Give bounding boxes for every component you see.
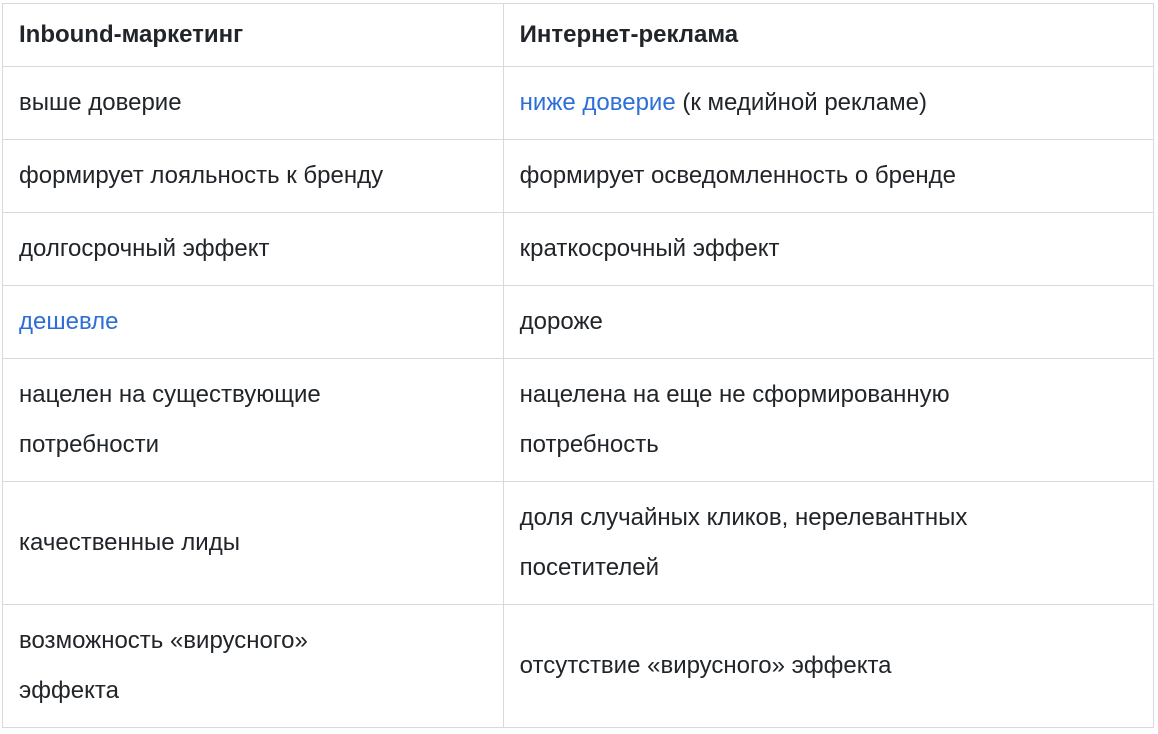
comparison-table: Inbound-маркетинг Интернет-реклама выше … xyxy=(2,3,1155,728)
table-row: качественные лиды доля случайных кликов, … xyxy=(2,481,1155,605)
table-cell: отсутствие «вирусного» эффекта xyxy=(502,604,1155,728)
cell-text: качественные лиды xyxy=(19,529,240,556)
table-cell: доля случайных кликов, нерелевантных пос… xyxy=(502,481,1155,605)
table-row: выше доверие ниже доверие (к медийной рек… xyxy=(2,66,1155,140)
cell-text: нацелена на еще не сформированную потреб… xyxy=(519,381,950,458)
table-cell: выше доверие xyxy=(2,66,504,140)
table-header-row: Inbound-маркетинг Интернет-реклама xyxy=(2,3,1155,67)
table-cell: краткосрочный эффект xyxy=(502,212,1155,286)
cell-text: краткосрочный эффект xyxy=(519,235,780,262)
column-header-inbound-marketing: Inbound-маркетинг xyxy=(2,3,504,67)
table-body: выше доверие ниже доверие (к медийной рек… xyxy=(2,66,1155,728)
cell-text: доля случайных кликов, нерелевантных пос… xyxy=(519,504,968,581)
table-cell: нацелена на еще не сформированную потреб… xyxy=(502,358,1155,482)
table-cell: дороже xyxy=(502,285,1155,359)
cell-text: нацелен на существующие потребности xyxy=(19,381,321,458)
table-row: дешевле дороже xyxy=(2,285,1155,359)
column-header-internet-advertising: Интернет-реклама xyxy=(502,3,1155,67)
cell-text: дороже xyxy=(519,308,603,335)
cell-link[interactable]: ниже доверие xyxy=(519,89,676,116)
cell-text: отсутствие «вирусного» эффекта xyxy=(519,652,892,679)
table-cell: формирует осведомленность о бренде xyxy=(502,139,1155,213)
table-cell: ниже доверие (к медийной рекламе) xyxy=(502,66,1155,140)
table-cell: долгосрочный эффект xyxy=(2,212,504,286)
cell-text: формирует осведомленность о бренде xyxy=(519,162,956,189)
table-cell: качественные лиды xyxy=(2,481,504,605)
table-row: долгосрочный эффект краткосрочный эффект xyxy=(2,212,1155,286)
cell-text: формирует лояльность к бренду xyxy=(19,162,384,189)
table-cell: нацелен на существующие потребности xyxy=(2,358,504,482)
cell-text: выше доверие xyxy=(19,89,182,116)
table-cell: возможность «вирусного» эффекта xyxy=(2,604,504,728)
cell-link[interactable]: дешевле xyxy=(19,308,119,335)
table-row: нацелен на существующие потребности нацел… xyxy=(2,358,1155,482)
cell-text: возможность «вирусного» эффекта xyxy=(19,627,308,704)
cell-text: долгосрочный эффект xyxy=(19,235,270,262)
cell-text: (к медийной рекламе) xyxy=(675,89,927,116)
table-cell: дешевле xyxy=(2,285,504,359)
table-row: формирует лояльность к бренду формирует о… xyxy=(2,139,1155,213)
table-row: возможность «вирусного» эффекта отсутстви… xyxy=(2,604,1155,728)
table-cell: формирует лояльность к бренду xyxy=(2,139,504,213)
